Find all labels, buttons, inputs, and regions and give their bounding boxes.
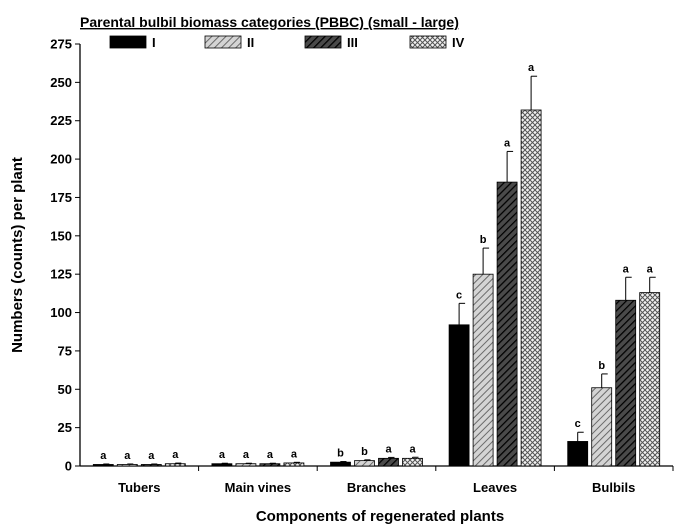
significance-letter: b [361,446,368,458]
bars: a a a a a a a a b b a a c b a a c b a a [92,62,661,467]
legend-swatch [204,35,242,49]
y-tick-label: 150 [50,228,72,243]
legend-swatch [409,35,447,49]
legend-label: I [152,35,156,50]
bar [140,464,162,467]
legend-label: IV [452,35,465,50]
y-tick-label: 0 [65,459,72,474]
bar [283,462,305,467]
significance-letter: b [598,360,605,372]
axes: 0 25 50 75 100 125 150 175 200 225 250 275 Tubers Mai… [50,37,674,495]
significance-letter: a [291,448,298,460]
significance-letter: a [148,450,155,462]
y-tick-label: 100 [50,305,72,320]
bar [639,292,661,467]
significance-letter: a [219,449,226,461]
bar [330,461,351,467]
significance-letter: a [385,443,392,455]
significance-letter: b [337,448,344,460]
bar [448,324,470,467]
significance-letter: a [243,449,250,461]
legend-title: Parental bulbil biomass categories (PBBC… [80,14,459,30]
y-tick-label: 50 [58,382,72,397]
bar [259,463,281,467]
legend-label: III [347,35,358,50]
bar [567,441,589,467]
significance-letter: a [504,137,511,149]
bar [591,387,613,467]
significance-letter: a [172,449,179,461]
y-tick-label: 250 [50,75,72,90]
x-tick-label: Tubers [118,480,160,495]
bar [615,299,637,467]
bar [92,464,114,467]
significance-letter: a [100,450,107,462]
y-tick-label: 200 [50,152,72,167]
significance-letter: c [575,418,581,430]
x-tick-label: Leaves [473,480,517,495]
bar [472,273,494,467]
legend-swatch [109,35,147,49]
bar [496,181,518,467]
bar [520,109,542,467]
x-tick-label: Bulbils [592,480,635,495]
legend-swatch [304,35,342,49]
y-tick-label: 275 [50,37,72,52]
bar [378,457,399,467]
x-axis-title: Components of regenerated plants [256,508,504,525]
bar [235,463,257,467]
bar [164,463,186,467]
y-tick-label: 175 [50,190,72,205]
y-axis-title: Numbers (counts) per plant [9,157,26,353]
bar [402,457,423,467]
significance-letter: a [409,443,416,455]
legend: I II III IV [109,35,465,50]
y-tick-label: 25 [58,420,72,435]
significance-letter: c [456,289,462,301]
x-tick-label: Branches [347,480,406,495]
legend-label: II [247,35,254,50]
significance-letter: b [480,234,487,246]
x-tick-label: Main vines [225,480,291,495]
significance-letter: a [528,62,535,74]
bar [354,460,375,467]
significance-letter: a [623,263,630,275]
significance-letter: a [124,450,131,462]
y-tick-label: 225 [50,113,72,128]
bar [211,463,233,467]
significance-letter: a [647,263,654,275]
y-tick-label: 75 [58,343,72,358]
significance-letter: a [267,449,274,461]
y-tick-label: 125 [50,267,72,282]
bar [116,464,138,467]
